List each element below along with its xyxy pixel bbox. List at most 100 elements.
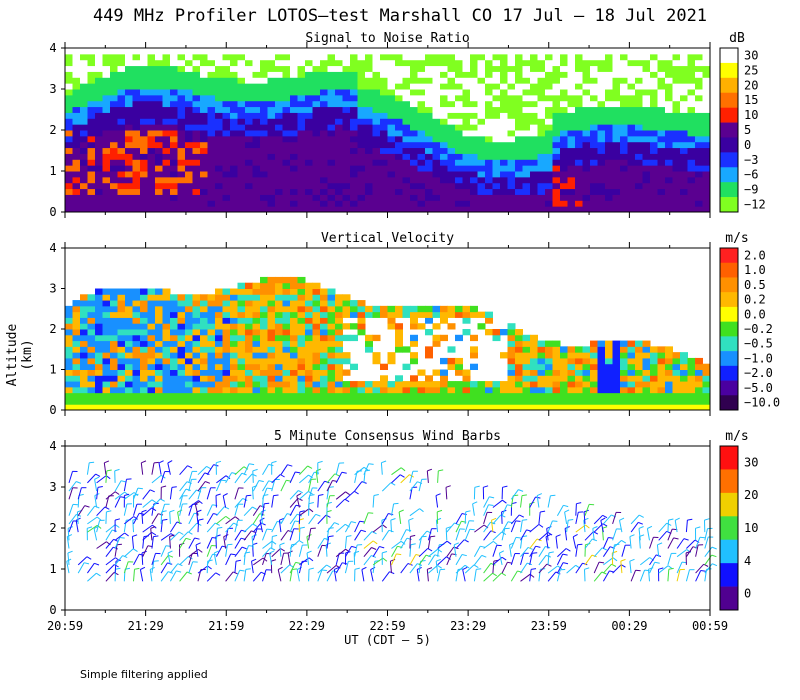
snr-cell xyxy=(140,89,148,96)
snr-cell xyxy=(117,194,126,201)
velocity-cell xyxy=(612,386,621,394)
snr-cell xyxy=(267,130,276,137)
wind-barb xyxy=(547,571,557,582)
snr-cell xyxy=(500,188,508,195)
velocity-cell xyxy=(125,329,133,336)
snr-cell xyxy=(320,94,328,102)
snr-cell xyxy=(432,83,441,90)
snr-cell xyxy=(695,141,703,149)
snr-cell xyxy=(245,188,253,195)
snr-cell xyxy=(267,200,276,207)
snr-cell xyxy=(552,159,561,166)
snr-cell xyxy=(567,94,576,102)
velocity-cell xyxy=(170,357,178,365)
wind-barb xyxy=(370,569,374,582)
velocity-cell xyxy=(470,386,478,394)
velocity-cell xyxy=(672,369,681,376)
snr-cell xyxy=(155,147,163,154)
velocity-cell xyxy=(185,386,193,394)
snr-cell xyxy=(95,153,103,160)
snr-cell xyxy=(402,65,411,72)
snr-cell xyxy=(110,194,118,201)
snr-cell xyxy=(530,135,538,143)
velocity-cell xyxy=(665,386,673,394)
snr-cell xyxy=(207,100,216,108)
velocity-cell xyxy=(155,352,163,359)
snr-cell xyxy=(492,176,501,184)
velocity-cell xyxy=(515,357,523,365)
snr-cell xyxy=(492,124,501,131)
snr-cell xyxy=(522,106,531,113)
snr-cell xyxy=(672,71,681,78)
snr-cell xyxy=(312,130,321,137)
snr-cell xyxy=(695,182,703,190)
wind-barb xyxy=(243,463,250,475)
snr-cell xyxy=(260,188,268,195)
snr-cell xyxy=(477,65,486,72)
snr-cell xyxy=(290,77,298,84)
velocity-cell xyxy=(147,369,156,376)
wind-barb xyxy=(206,545,212,557)
velocity-cell xyxy=(470,305,478,313)
snr-cell xyxy=(117,200,126,207)
wind-barb xyxy=(409,481,418,492)
snr-cell xyxy=(327,147,336,154)
wind-barb-flag xyxy=(279,517,285,521)
velocity-cell xyxy=(650,381,658,388)
wind-barb-flag xyxy=(298,490,303,494)
wind-barb xyxy=(133,513,140,525)
snr-cell xyxy=(222,59,231,67)
wind-barb-flag xyxy=(158,460,164,464)
wind-barb xyxy=(704,528,708,541)
velocity-cell xyxy=(650,363,658,370)
velocity-cell xyxy=(650,346,658,353)
snr-cell xyxy=(305,194,313,201)
snr-cell xyxy=(702,89,711,96)
snr-cell xyxy=(672,153,681,160)
snr-cell xyxy=(440,159,448,166)
snr-cell xyxy=(132,165,141,172)
velocity-cell xyxy=(155,386,163,394)
velocity-cell xyxy=(312,305,321,313)
wind-barb xyxy=(160,545,167,557)
velocity-cell xyxy=(185,334,193,342)
snr-cell xyxy=(260,153,268,160)
snr-cell xyxy=(87,118,96,125)
wind-barb xyxy=(262,528,268,541)
velocity-cell xyxy=(282,392,291,399)
snr-cell xyxy=(477,77,486,84)
velocity-cell xyxy=(440,375,448,382)
snr-cell xyxy=(275,182,283,190)
wind-barb xyxy=(389,561,392,574)
snr-cell xyxy=(230,135,238,143)
velocity-cell xyxy=(597,346,606,353)
velocity-cell xyxy=(290,369,298,376)
velocity-cell xyxy=(320,381,328,388)
snr-cell xyxy=(230,53,238,61)
snr-cell xyxy=(140,112,148,119)
snr-cell xyxy=(350,147,358,154)
snr-cell xyxy=(627,206,636,213)
snr-cell xyxy=(470,89,478,96)
snr-cell xyxy=(357,71,366,78)
snr-cell xyxy=(575,48,583,55)
snr-cell xyxy=(642,194,651,201)
snr-cell xyxy=(260,130,268,137)
snr-cell xyxy=(72,53,81,61)
velocity-cell xyxy=(552,352,561,359)
snr-cell xyxy=(627,188,636,195)
snr-cell xyxy=(365,83,373,90)
velocity-cell xyxy=(455,369,463,376)
wind-barb xyxy=(453,544,457,557)
wind-barb-flag xyxy=(292,568,298,570)
snr-cell xyxy=(672,89,681,96)
snr-cell xyxy=(252,135,261,143)
velocity-cell xyxy=(357,398,366,405)
snr-cell xyxy=(545,89,553,96)
snr-cell xyxy=(357,53,366,61)
velocity-cell xyxy=(117,357,126,365)
snr-cell xyxy=(72,135,81,143)
snr-cell xyxy=(432,48,441,55)
snr-cell xyxy=(245,65,253,72)
velocity-cell xyxy=(672,404,681,411)
